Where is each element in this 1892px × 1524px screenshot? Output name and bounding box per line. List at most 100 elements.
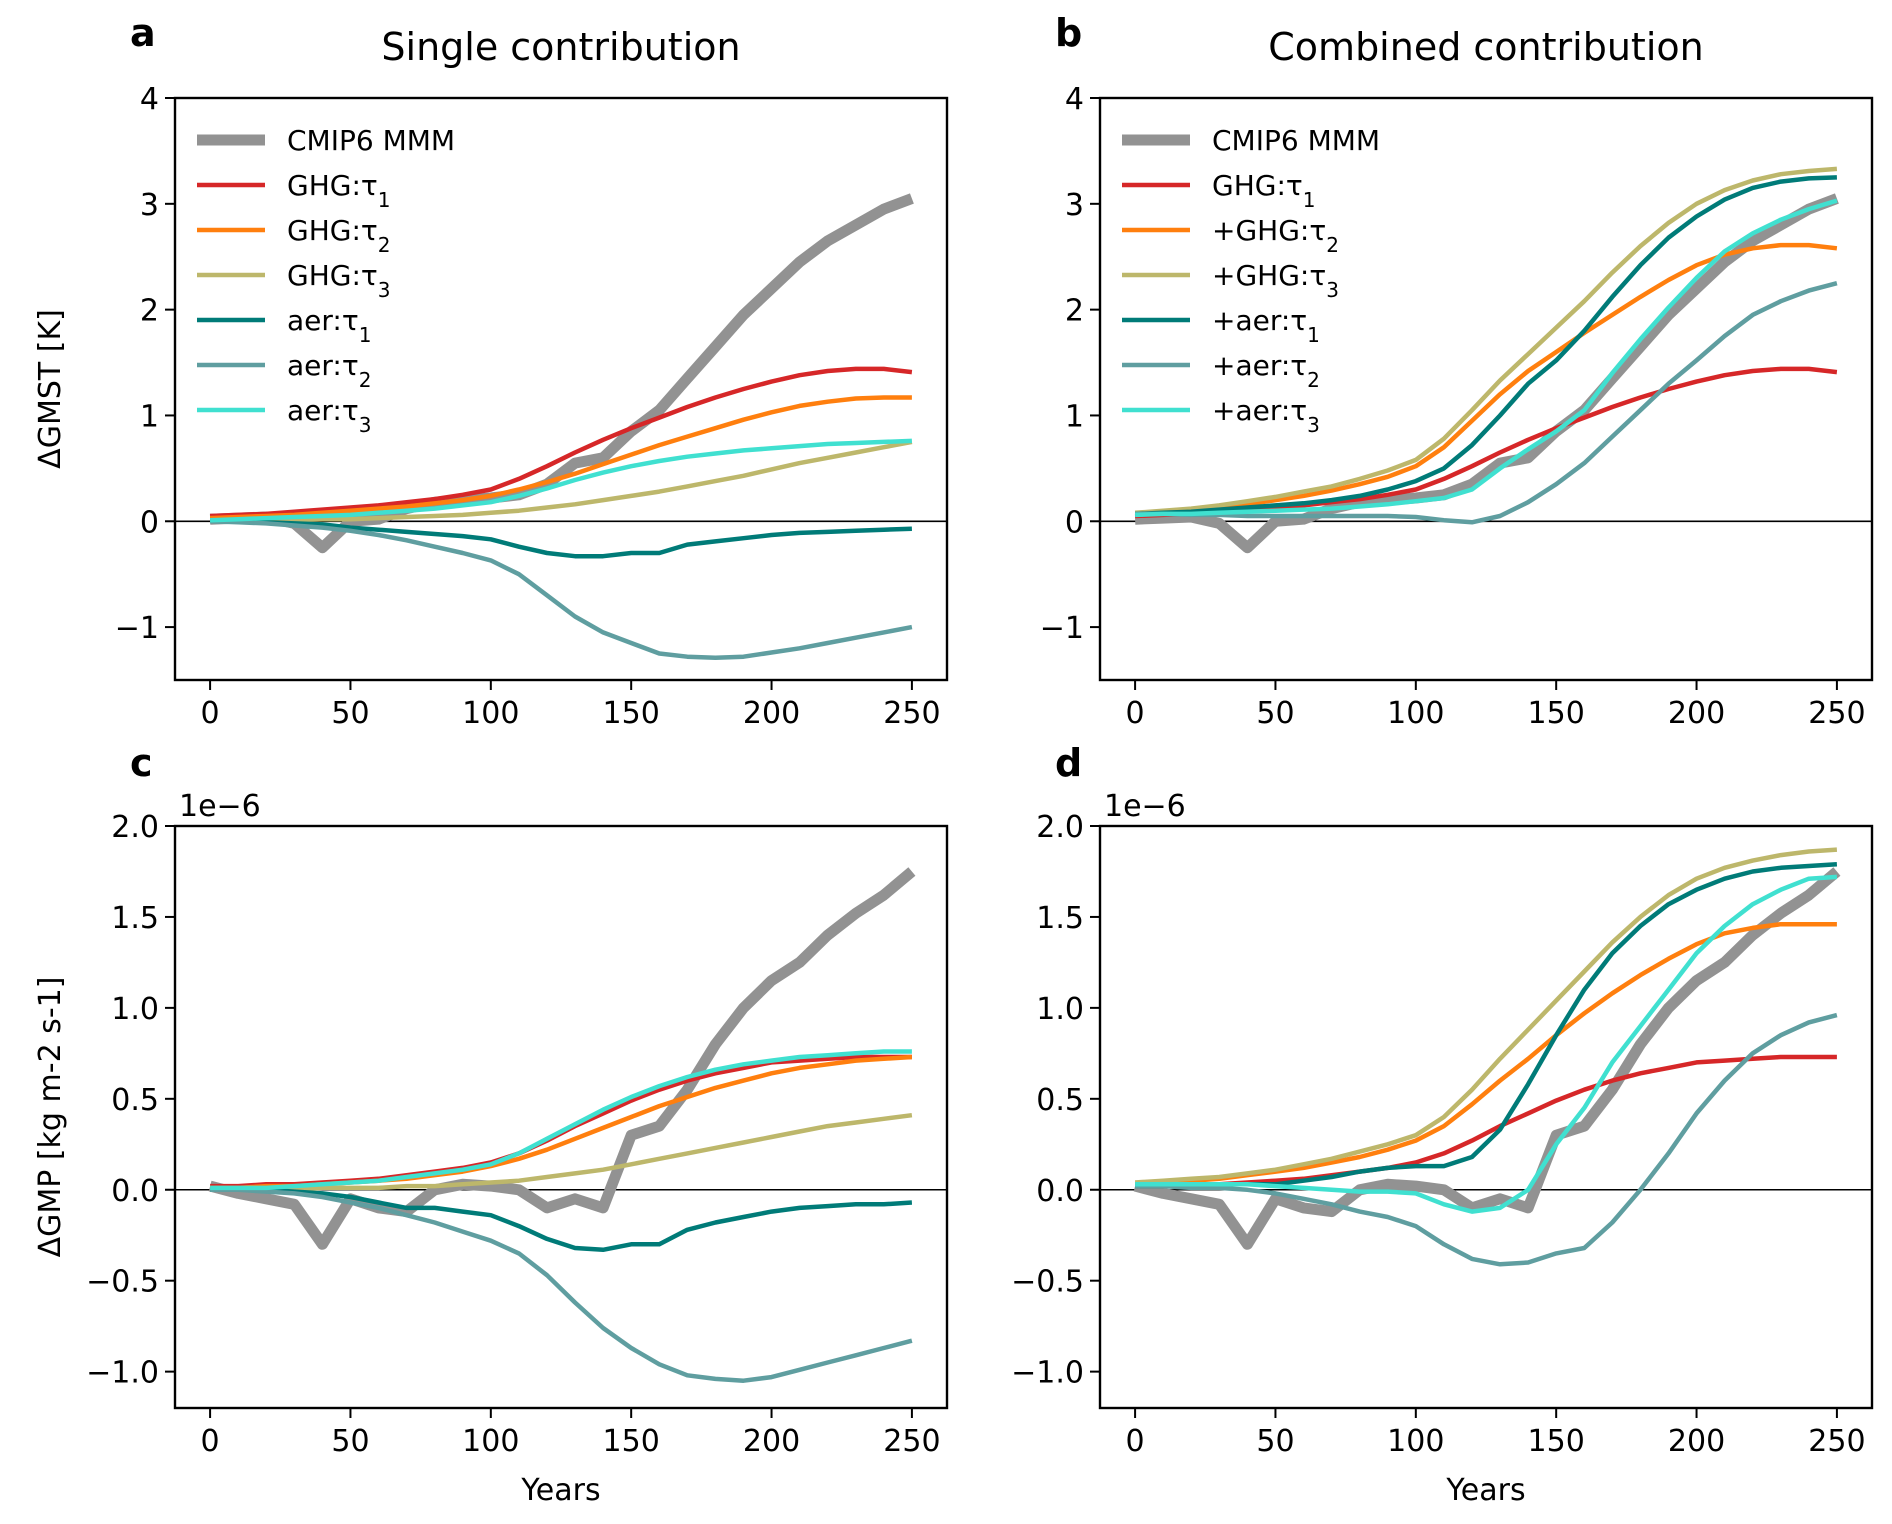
y-tick-label: 3 (140, 188, 159, 223)
x-axis-label: Years (1445, 1473, 1525, 1508)
y-tick-label: 0.5 (1036, 1083, 1084, 1118)
y-tick-label: 2 (140, 294, 159, 329)
y-tick-label: −0.5 (1011, 1265, 1084, 1300)
y-tick-label: 4 (1065, 82, 1084, 117)
y-tick-label: 2.0 (1036, 810, 1084, 845)
legend-label: aer:τ1 (287, 304, 371, 347)
legend-item: aer:τ2 (197, 349, 371, 392)
y-tick-label: 1 (1065, 399, 1084, 434)
y-tick-label: −1.0 (86, 1356, 159, 1391)
panel-letter: c (130, 741, 153, 785)
legend-item: +aer:τ2 (1122, 349, 1320, 392)
y-tick-label: −0.5 (86, 1265, 159, 1300)
y-offset-text: 1e−6 (179, 789, 261, 824)
x-tick-label: 150 (603, 1424, 660, 1459)
x-tick-label: 0 (1126, 1424, 1145, 1459)
legend-item: +aer:τ3 (1122, 394, 1320, 437)
series-line-cmip6-mmm (1134, 193, 1839, 554)
series-line-ghg-3 (210, 439, 913, 524)
legend-item: aer:τ1 (197, 304, 371, 347)
y-tick-label: 4 (140, 82, 159, 117)
series-line-aer-2 (210, 1187, 913, 1383)
panel-letter: a (130, 11, 156, 55)
panel-d: d 1e−6 0 50 100 150 200 250 −1.0 −0.5 0.0 0.5 1.0 1.5… (1011, 741, 1874, 1508)
x-tick-label: 200 (743, 696, 800, 731)
series-line-plus-aer-3 (1135, 198, 1838, 518)
y-tick-label: 3 (1065, 188, 1084, 223)
series-line-plus-aer-1 (1135, 175, 1837, 517)
axes-frame (173, 824, 949, 1410)
y-tick-label: 2.0 (111, 810, 159, 845)
x-tick-label: 150 (1528, 696, 1585, 731)
legend-item: GHG:τ1 (197, 169, 390, 212)
y-tick-label: 1.5 (1036, 901, 1084, 936)
x-tick-label: 250 (1808, 696, 1865, 731)
legend-item: GHG:τ2 (197, 214, 390, 257)
y-tick-label: 0.0 (111, 1174, 159, 1209)
legend-item: +GHG:τ3 (1122, 259, 1339, 302)
series-group (209, 193, 914, 661)
panel-title: Single contribution (381, 25, 740, 69)
x-tick-label: 250 (1808, 1424, 1865, 1459)
axes-frame (173, 96, 949, 682)
legend-item: +GHG:τ2 (1122, 214, 1339, 257)
series-line-aer-3 (210, 1049, 912, 1191)
series-line-cmip6-mmm (209, 193, 914, 554)
panel-letter: d (1055, 741, 1082, 785)
y-tick-label: 0.0 (1036, 1174, 1084, 1209)
legend-label: GHG:τ1 (287, 169, 390, 212)
legend-item: +aer:τ1 (1122, 304, 1320, 347)
y-axis-label: ΔGMP [kg m-2 s-1] (33, 977, 68, 1258)
series-line-ghg-1 (210, 1054, 912, 1189)
legend: CMIP6 MMM GHG:τ1GHG:τ2GHG:τ3aer:τ1aer:τ2a… (197, 124, 455, 437)
legend-label: GHG:τ1 (1212, 169, 1315, 212)
x-tick-label: 200 (1668, 1424, 1725, 1459)
legend-label: CMIP6 MMM (1212, 124, 1380, 157)
y-tick-label: −1 (115, 611, 159, 646)
y-tick-label: 1.0 (111, 992, 159, 1027)
x-tick-label: 0 (201, 696, 220, 731)
legend-label: +aer:τ3 (1212, 394, 1320, 437)
legend-label: GHG:τ3 (287, 259, 390, 302)
panel-title: Combined contribution (1268, 25, 1703, 69)
x-tick-label: 0 (201, 1424, 220, 1459)
panel-letter: b (1055, 11, 1082, 55)
series-line-ghg-1 (210, 366, 913, 519)
x-tick-label: 100 (1387, 696, 1444, 731)
series-line-plus-aer-2 (1135, 1012, 1838, 1267)
x-tick-label: 150 (1528, 1424, 1585, 1459)
y-tick-label: 1.0 (1036, 992, 1084, 1027)
y-tick-label: 0.5 (111, 1083, 159, 1118)
x-tick-label: 100 (462, 696, 519, 731)
x-axis-label: Years (520, 1473, 600, 1508)
y-tick-label: −1 (1040, 611, 1084, 646)
x-tick-label: 50 (1256, 696, 1294, 731)
axes-frame (1098, 96, 1874, 682)
series-line-aer-1 (210, 519, 912, 559)
x-tick-label: 200 (1668, 696, 1725, 731)
y-tick-label: 0 (1065, 505, 1084, 540)
x-tick-label: 100 (1387, 1424, 1444, 1459)
legend-label: +aer:τ2 (1212, 349, 1320, 392)
legend-label: +GHG:τ3 (1212, 259, 1339, 302)
legend-item: aer:τ3 (197, 394, 371, 437)
y-tick-label: 1.5 (111, 901, 159, 936)
legend-item: GHG:τ1 (1122, 169, 1315, 212)
x-tick-label: 100 (462, 1424, 519, 1459)
series-line-aer-2 (210, 519, 913, 661)
series-group (1134, 166, 1839, 554)
x-tick-label: 250 (883, 1424, 940, 1459)
legend-label: +GHG:τ2 (1212, 214, 1339, 257)
legend-item: CMIP6 MMM (197, 124, 455, 157)
series-line-plus-aer-2 (1135, 281, 1838, 525)
y-tick-label: 0 (140, 505, 159, 540)
y-offset-text: 1e−6 (1104, 789, 1186, 824)
legend-item: CMIP6 MMM (1122, 124, 1380, 157)
x-tick-label: 50 (331, 696, 369, 731)
series-line-ghg-3 (210, 1112, 913, 1193)
panel-a: a Single contribution 0 50 100 150 200 250 −1 0 1 2… (33, 11, 949, 731)
x-tick-label: 0 (1126, 696, 1145, 731)
x-tick-label: 150 (603, 696, 660, 731)
series-group (1133, 847, 1841, 1267)
